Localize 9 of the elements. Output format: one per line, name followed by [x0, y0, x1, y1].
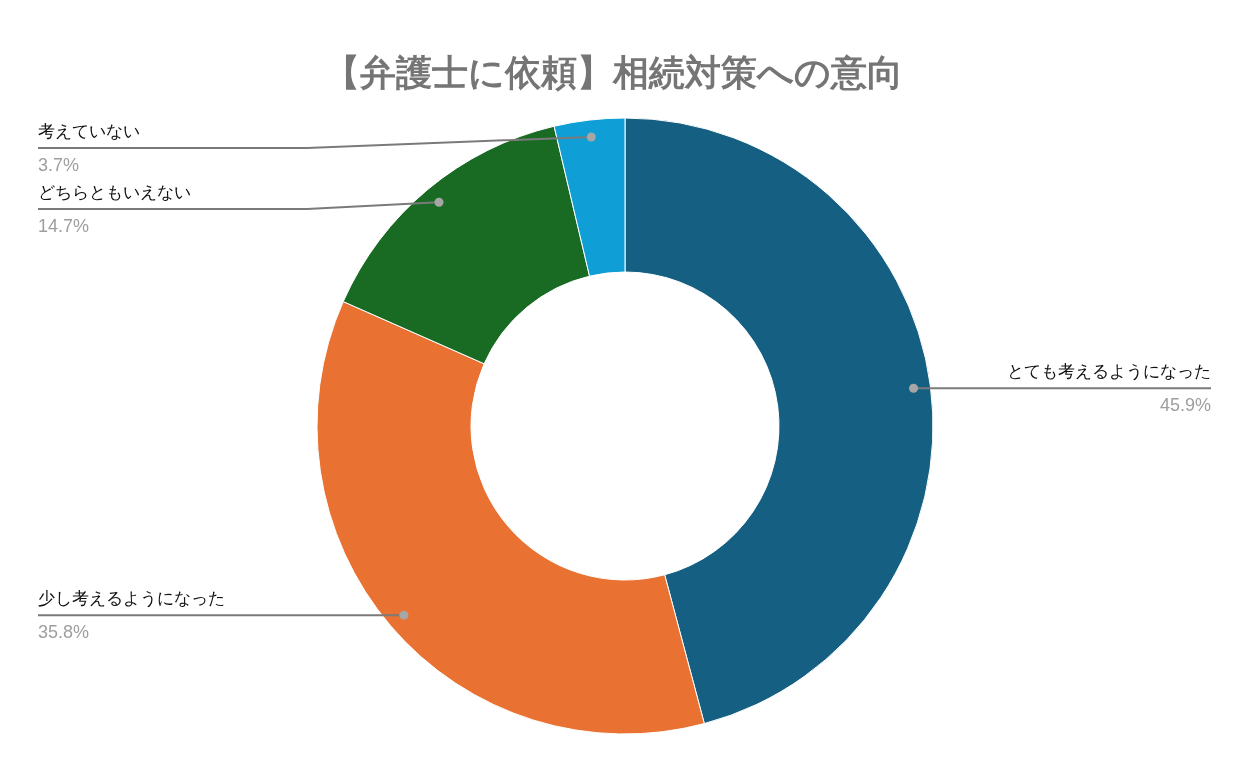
data-label: 35.8%: [38, 622, 90, 643]
data-label: 45.9%: [1159, 395, 1211, 416]
slice-label: 考えていない: [38, 122, 140, 141]
slice-label: どちらともいえない: [38, 183, 191, 202]
chart-title: 【弁護士に依頼】相続対策への意向: [323, 52, 903, 93]
slice-label: 少し考えるようになった: [38, 589, 225, 609]
data-label: 14.7%: [38, 216, 90, 236]
data-label: 3.7%: [38, 155, 80, 175]
slice-label: とても考えるようになった: [1007, 362, 1211, 382]
